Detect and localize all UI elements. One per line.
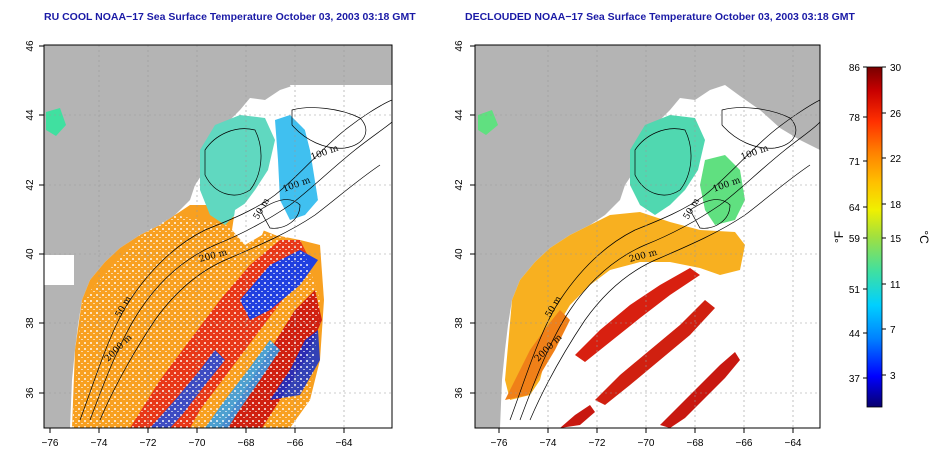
left-y-tick-labels: 36 38 40 42 44 46	[25, 40, 36, 399]
y-tick-label: 36	[454, 387, 465, 399]
left-x-tick-labels: −76 −74 −72 −70 −68 −66 −64	[42, 438, 353, 449]
y-tick-label: 44	[454, 109, 465, 121]
fahrenheit-tick: 44	[849, 329, 861, 340]
cloud-cover	[44, 255, 74, 285]
x-tick-label: −74	[540, 438, 557, 449]
gulf-of-maine-cool-water	[630, 115, 705, 215]
gulf-stream-streak	[660, 352, 740, 428]
x-tick-label: −76	[42, 438, 59, 449]
x-tick-label: −64	[785, 438, 802, 449]
fahrenheit-tick: 37	[849, 374, 861, 385]
x-tick-label: −70	[638, 438, 655, 449]
x-tick-label: −66	[287, 438, 304, 449]
gulf-stream-streak	[595, 300, 715, 405]
celsius-tick: 3	[890, 371, 896, 382]
right-grid	[475, 45, 820, 428]
celsius-tick: 26	[890, 109, 902, 120]
y-tick-label: 44	[25, 109, 36, 121]
temperature-colorbar: 86 78 71 64 59 51 44 37 30 26 22 18 15 1…	[832, 63, 931, 408]
x-tick-label: −70	[189, 438, 206, 449]
fahrenheit-tick: 71	[849, 157, 861, 168]
y-tick-label: 42	[454, 179, 465, 191]
x-tick-label: −72	[589, 438, 606, 449]
bathymetry-contours	[509, 99, 820, 421]
fahrenheit-unit-label: °F	[832, 231, 846, 243]
celsius-unit-label: °C	[917, 230, 931, 244]
warm-water-region	[505, 310, 570, 400]
right-y-tick-labels: 36 38 40 42 44 46	[454, 40, 465, 399]
left-axis-ticks	[39, 45, 345, 433]
x-tick-label: −66	[736, 438, 753, 449]
celsius-tick: 11	[890, 280, 901, 291]
cloud-cover	[290, 85, 392, 428]
y-tick-label: 46	[454, 40, 465, 52]
y-tick-label: 40	[25, 248, 36, 260]
gulf-stream-streak	[575, 268, 700, 362]
y-tick-label: 38	[454, 317, 465, 329]
left-grid	[44, 45, 392, 428]
fahrenheit-tick: 64	[849, 203, 861, 214]
right-map-title: DECLOUDED NOAA−17 Sea Surface Temperatur…	[465, 11, 855, 23]
celsius-tick: 7	[890, 325, 896, 336]
left-sst-map: 100 m 100 m 50 m 200 m 50 m 2000 m	[44, 45, 392, 428]
land-mass	[475, 45, 820, 428]
warm-water-region	[505, 212, 745, 400]
left-map-title: RU COOL NOAA−17 Sea Surface Temperature …	[44, 11, 416, 23]
x-tick-label: −68	[687, 438, 704, 449]
celsius-tick: 18	[890, 200, 902, 211]
gulf-of-maine-cool-water	[200, 115, 275, 225]
y-tick-label: 42	[25, 179, 36, 191]
right-map-frame	[474, 44, 821, 429]
celsius-tick: 30	[890, 63, 902, 74]
fahrenheit-tick: 59	[849, 234, 861, 245]
x-tick-label: −64	[336, 438, 353, 449]
colorbar-gradient	[866, 66, 883, 408]
speckle-texture	[72, 215, 320, 428]
cool-patch	[478, 110, 498, 135]
x-tick-label: −74	[91, 438, 108, 449]
y-tick-label: 46	[25, 40, 36, 52]
georges-bank-cool-water	[700, 155, 745, 225]
y-tick-label: 38	[25, 317, 36, 329]
right-sst-map: 100 m 100 m 50 m 200 m 50 m 2000 m	[475, 45, 820, 428]
fahrenheit-tick: 51	[849, 285, 861, 296]
bathymetry-contours	[79, 99, 392, 421]
georges-bank-cool-water	[275, 115, 318, 220]
fahrenheit-tick: 78	[849, 113, 861, 124]
fahrenheit-tick: 86	[849, 63, 861, 74]
right-x-tick-labels: −76 −74 −72 −70 −68 −66 −64	[491, 438, 802, 449]
celsius-tick: 22	[890, 154, 902, 165]
x-tick-label: −72	[140, 438, 157, 449]
y-tick-label: 36	[25, 387, 36, 399]
y-tick-label: 40	[454, 248, 465, 260]
land-mass	[44, 45, 392, 428]
right-axis-ticks	[470, 45, 794, 433]
gulf-stream-streak	[560, 405, 595, 428]
left-map-frame	[43, 44, 393, 429]
x-tick-label: −76	[491, 438, 508, 449]
x-tick-label: −68	[238, 438, 255, 449]
celsius-tick: 15	[890, 234, 902, 245]
